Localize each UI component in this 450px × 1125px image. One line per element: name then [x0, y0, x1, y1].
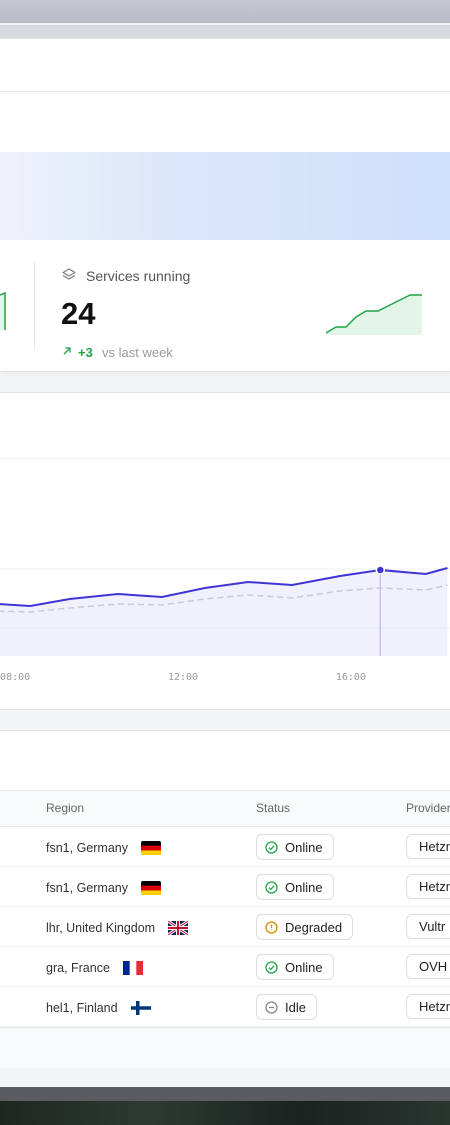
banner — [0, 152, 450, 240]
provider-badge: Vultr — [406, 914, 450, 939]
region: lhr, United Kingdom — [46, 921, 156, 935]
up-arrow — [63, 347, 71, 355]
stat-change: +3 — [78, 345, 93, 360]
column-header: Region — [46, 801, 85, 815]
header — [0, 38, 450, 152]
top-strip — [0, 25, 450, 38]
provider-badge: Hetzner — [406, 834, 450, 859]
table-card: Region Status Provider fsn1, Germany Online… — [0, 730, 450, 1068]
stat-label: Services running — [86, 268, 191, 284]
provider-badge: Hetzner — [406, 874, 450, 899]
table-footer — [0, 1027, 450, 1068]
bottom-bar — [0, 1087, 450, 1101]
sparkline-left — [0, 291, 6, 330]
status-text: Online — [285, 879, 323, 895]
status-icon — [265, 960, 278, 974]
chart: 08:00 12:00 16:00 — [0, 565, 450, 683]
provider-text: OVH — [419, 959, 448, 974]
region: fsn1, Germany — [46, 841, 128, 855]
flag — [168, 921, 188, 935]
region: gra, France — [46, 961, 110, 975]
table-header: Region Status Provider — [0, 790, 450, 827]
divider — [34, 262, 35, 350]
status-icon — [265, 920, 278, 934]
status-badge: Online — [256, 874, 334, 900]
status-badge: Degraded — [256, 914, 354, 940]
provider-badge: Hetzner — [406, 994, 450, 1019]
stat-card: Services running 24 +3 vs last week — [0, 240, 450, 372]
flag — [123, 961, 143, 975]
provider-text: Vultr — [419, 919, 446, 934]
hover-point — [375, 565, 386, 575]
line-series — [0, 567, 448, 608]
column-header: Status — [256, 801, 291, 815]
x-tick-label: 16:00 — [336, 672, 366, 683]
line-series — [0, 584, 448, 613]
status-badge: Idle — [256, 994, 317, 1020]
status-icon — [265, 1000, 278, 1014]
provider-text: Hetzner — [419, 879, 450, 894]
table-row: gra, France Online OVH — [0, 947, 450, 987]
provider-text: Hetzner — [419, 839, 450, 854]
stat-change-note: vs last week — [102, 345, 173, 360]
status-text: Idle — [285, 999, 306, 1015]
flag — [131, 1001, 151, 1015]
table-row: fsn1, Germany Online Hetzner — [0, 867, 450, 907]
x-tick-label: 12:00 — [168, 672, 198, 683]
status-icon — [265, 840, 278, 854]
provider-badge: OVH — [406, 954, 450, 979]
status-text: Degraded — [285, 919, 343, 935]
area — [0, 568, 448, 656]
status-icon — [265, 880, 278, 894]
status-badge: Online — [256, 834, 334, 860]
status-badge: Online — [256, 954, 334, 980]
top-bar — [0, 0, 450, 23]
table-row: hel1, Finland Idle Hetzner — [0, 987, 450, 1027]
layers-icon — [62, 268, 76, 280]
x-tick-label: 08:00 — [0, 672, 30, 683]
provider-text: Hetzner — [419, 999, 450, 1014]
chart-card: 08:00 12:00 16:00 — [0, 392, 450, 710]
status-text: Online — [285, 959, 323, 975]
bottom-image — [0, 1101, 450, 1125]
flag — [141, 841, 161, 855]
column-header: Provider — [406, 801, 450, 815]
region: fsn1, Germany — [46, 881, 128, 895]
region: hel1, Finland — [46, 1001, 118, 1015]
sparkline — [326, 294, 422, 335]
table-body: fsn1, Germany Online Hetzner fsn1, Germany O… — [0, 827, 450, 1027]
table-row: fsn1, Germany Online Hetzner — [0, 827, 450, 867]
table-row: lhr, United Kingdom Degraded Vultr — [0, 907, 450, 947]
stat-value: 24 — [61, 296, 96, 331]
flag — [141, 881, 161, 895]
status-text: Online — [285, 839, 323, 855]
